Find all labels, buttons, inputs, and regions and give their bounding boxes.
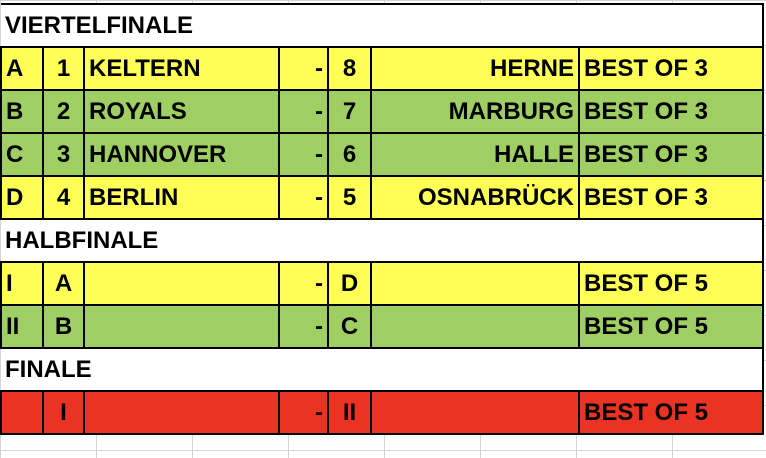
section-header: HALBFINALE [1,218,765,263]
section-header: FINALE [1,347,765,392]
cell-format[interactable]: BEST OF 3 [577,46,765,91]
cell-home-seed[interactable]: 2 [42,89,85,134]
cell-away[interactable]: OSNABRÜCK [370,175,580,220]
cell-home-seed[interactable]: B [42,304,85,349]
cell-away-seed[interactable]: II [327,390,372,435]
cell-id[interactable]: B [0,89,44,134]
cell-format[interactable]: BEST OF 3 [577,175,765,220]
cell-format[interactable]: BEST OF 5 [577,261,765,306]
cell-home[interactable]: KELTERN [83,46,280,91]
cell-away-seed[interactable]: C [327,304,372,349]
cell-away-seed[interactable]: 8 [327,46,372,91]
cell-home[interactable]: HANNOVER [83,132,280,177]
cell-sep[interactable]: - [278,304,329,349]
cell-sep[interactable]: - [278,261,329,306]
cell-away[interactable] [370,390,580,435]
cell-id[interactable]: I [0,261,44,306]
cell-id[interactable]: C [0,132,44,177]
cell-home-seed[interactable]: I [42,390,85,435]
cell-format[interactable]: BEST OF 5 [577,390,765,435]
cell-home-seed[interactable]: A [42,261,85,306]
cell-away-seed[interactable]: D [327,261,372,306]
section-title[interactable]: VIERTELFINALE [1,3,765,48]
cell-away[interactable]: HALLE [370,132,580,177]
cell-away[interactable]: HERNE [370,46,580,91]
cell-id[interactable]: A [0,46,44,91]
cell-home-seed[interactable]: 3 [42,132,85,177]
match-row: C 3 HANNOVER -6 HALLE BEST OF 3 [0,132,765,177]
cell-away-seed[interactable]: 5 [327,175,372,220]
cell-away[interactable] [370,261,580,306]
cell-format[interactable]: BEST OF 5 [577,304,765,349]
cell-home[interactable] [83,390,280,435]
cell-sep[interactable]: - [278,175,329,220]
match-row: A 1 KELTERN -8 HERNE BEST OF 3 [0,46,765,91]
cell-away[interactable] [370,304,580,349]
cell-away[interactable]: MARBURG [370,89,580,134]
cell-home[interactable]: BERLIN [83,175,280,220]
section-title[interactable]: FINALE [1,347,765,392]
cell-sep[interactable]: - [278,132,329,177]
section-header: VIERTELFINALE [1,3,765,48]
match-row: D 4 BERLIN -5 OSNABRÜCK BEST OF 3 [0,175,765,220]
match-row: II B - C BEST OF 5 [0,304,765,349]
match-row: B 2 ROYALS -7 MARBURG BEST OF 3 [0,89,765,134]
cell-home[interactable]: ROYALS [83,89,280,134]
cell-format[interactable]: BEST OF 3 [577,89,765,134]
match-row: I - II BEST OF 5 [0,390,765,435]
cell-home-seed[interactable]: 1 [42,46,85,91]
cell-id[interactable]: II [0,304,44,349]
cell-id[interactable]: D [0,175,44,220]
match-row: I A - D BEST OF 5 [0,261,765,306]
cell-sep[interactable]: - [278,46,329,91]
cell-sep[interactable]: - [278,89,329,134]
cell-home[interactable] [83,304,280,349]
cell-sep[interactable]: - [278,390,329,435]
cell-away-seed[interactable]: 7 [327,89,372,134]
cell-id[interactable] [0,390,44,435]
section-title[interactable]: HALBFINALE [1,218,765,263]
cell-home[interactable] [83,261,280,306]
cell-home-seed[interactable]: 4 [42,175,85,220]
cell-away-seed[interactable]: 6 [327,132,372,177]
cell-format[interactable]: BEST OF 3 [577,132,765,177]
